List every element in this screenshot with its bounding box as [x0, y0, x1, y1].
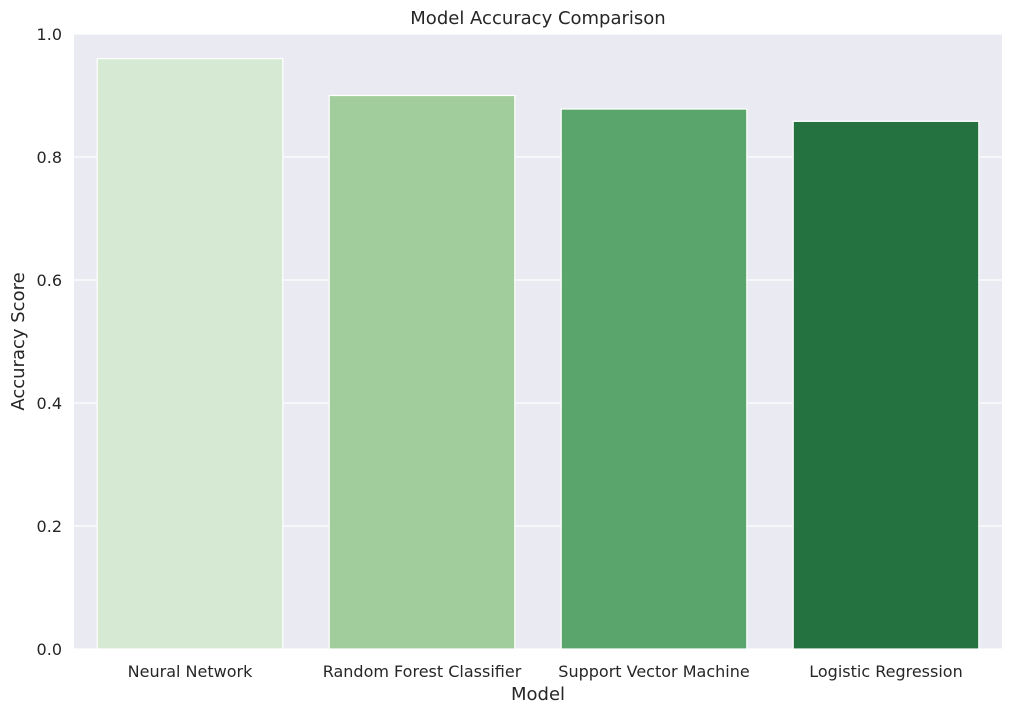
y-tick-label: 0.4: [37, 394, 62, 413]
y-tick-label: 0.2: [37, 517, 62, 536]
x-axis-label: Model: [511, 684, 565, 705]
x-axis-ticks: Neural Network Random Forest Classifier Su…: [128, 662, 963, 681]
x-tick-label: Neural Network: [128, 662, 253, 681]
bar: [792, 120, 980, 650]
y-axis-ticks: 0.0 0.2 0.4 0.6 0.8 1.0: [37, 25, 62, 659]
y-tick-label: 0.6: [37, 271, 62, 290]
x-tick-label: Logistic Regression: [809, 662, 962, 681]
y-tick-label: 0.8: [37, 148, 62, 167]
chart-title: Model Accuracy Comparison: [410, 8, 665, 29]
bar: [560, 108, 748, 650]
x-tick-label: Support Vector Machine: [558, 662, 749, 681]
y-axis-label: Accuracy Score: [8, 272, 29, 410]
y-tick-label: 0.0: [37, 640, 62, 659]
x-tick-label: Random Forest Classifier: [323, 662, 522, 681]
bar: [96, 57, 284, 650]
bar: [328, 94, 516, 650]
bars: [96, 57, 980, 650]
y-tick-label: 1.0: [37, 25, 62, 44]
